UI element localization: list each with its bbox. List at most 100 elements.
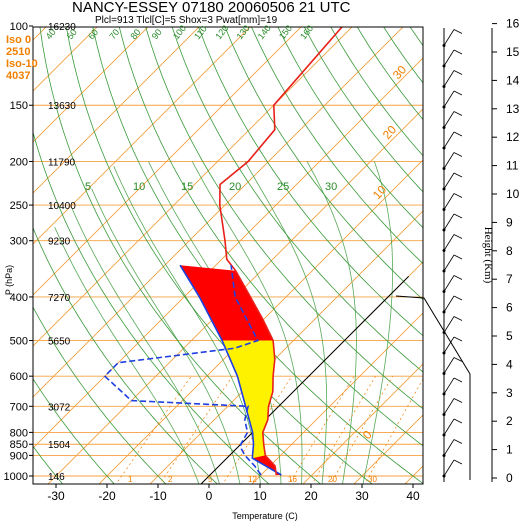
dry-adiabat [33,445,64,484]
iso0-value: 2510 [6,46,31,58]
wind-barb-flag [453,316,463,321]
height-tick-label: 12 [506,130,520,144]
wind-barb-staff [443,336,455,354]
height-tick-label: 3 [506,386,513,400]
height-tick-label: 10 [506,187,520,201]
wind-barb-staff [443,193,455,210]
plot-frame [32,26,424,485]
isotherm-line [33,27,302,296]
theta-label: 80 [128,27,142,41]
mixing-ratio-tick-label: 16 [288,475,297,484]
wind-barb-flag [453,336,463,342]
isotherm-line [47,108,423,484]
geopotential-height-label: 11790 [48,157,76,168]
height-tick-label: 1 [506,443,513,457]
moist-adiabat [54,227,200,484]
theta-label: 90 [150,27,164,41]
pressure-tick-label: 200 [10,156,28,168]
temperature-tick-label: -10 [149,489,167,503]
wind-barb-flag [453,254,463,260]
pressure-tick-label: 900 [10,450,28,462]
isotherm-line [98,159,423,484]
mixing-ratio-line [222,376,293,484]
temperature-tick-label: 20 [304,489,318,503]
wind-barb-flag [453,29,463,34]
wind-barb-flag [453,398,463,403]
wind-barb-staff [443,213,455,231]
chart-subtitle: Plcl=913 Tlcl[C]=5 Shox=3 Pwat[mm]=19 [95,15,278,26]
moist-adiabat [191,161,303,484]
height-tick-label: 14 [506,73,520,87]
pressure-tick-label: 800 [10,427,28,439]
iso10-label: Iso-10 [6,58,38,70]
isotherm-line [251,312,423,484]
wind-barb-staff [443,439,455,456]
height-tick-label: 8 [506,244,513,258]
wind-barb-staff [443,459,455,477]
pressure-tick-label: 400 [10,292,28,304]
mixing-ratio-label: 15 [181,181,193,193]
mixing-ratio-line [288,376,355,484]
wind-barb-staff [443,398,455,415]
hodograph-line [395,295,471,480]
temperature-tick-label: -20 [98,489,116,503]
dry-adiabat [33,378,115,484]
wind-barb-flag [453,131,463,137]
theta-label: 70 [107,27,121,41]
mixing-ratio-line [330,376,394,484]
wind-barb-staff [443,152,455,169]
mixing-ratio-line [311,376,376,484]
temperature-line [218,27,343,476]
wind-barb-flag [453,275,463,280]
zero-isotherm-line [200,275,410,484]
theta-label: 40 [44,27,58,41]
dry-adiabat [224,27,423,301]
wind-barb-staff [443,172,455,190]
geopotential-height-label: 1504 [48,440,71,451]
x-axis-label: Temperature (C) [232,511,298,521]
mixing-ratio-tick-label: 12 [248,475,257,484]
moist-adiabat [362,161,393,484]
wind-barb-staff [443,111,455,128]
geopotential-height-label: 3072 [48,402,71,413]
moist-adiabat [71,208,220,484]
wind-barb-flag [453,213,463,219]
dry-adiabat [118,27,423,447]
geopotential-height-label: 13630 [48,101,76,112]
mixing-ratio-line [159,376,233,484]
parcel-line [179,264,282,476]
wind-barb-flag [453,234,463,239]
temperature-tick-label: 10 [253,489,267,503]
dry-adiabat [145,27,423,410]
wind-barb-staff [443,234,455,251]
mixing-ratio-label: 5 [85,181,91,193]
mixing-ratio-tick-label: 1 [128,475,133,484]
wind-barb-staff [443,295,455,313]
mixing-ratio-label: 10 [133,181,145,193]
height-axis-label: Height (Km) [482,227,494,284]
wind-barb-flag [453,459,463,465]
mixing-ratio-tick-label: 20 [328,475,337,484]
geopotential-height-label: 5650 [48,337,71,348]
mixing-ratio-label: 30 [325,181,337,193]
temperature-tick-label: 40 [406,489,420,503]
geopotential-height-label: 16230 [48,22,76,33]
height-tick-label: 9 [506,215,513,229]
mixing-ratio-tick-label: 2 [168,475,173,484]
wind-barb-flag [453,152,463,157]
wind-barb-staff [443,131,455,149]
pressure-tick-label: 300 [10,236,28,248]
geopotential-height-label: 7270 [48,293,71,304]
height-tick-label: 4 [506,357,513,371]
wind-barb-flag [453,111,463,116]
height-tick-label: 6 [506,301,513,315]
isotherm-line [33,57,423,449]
wind-barb-flag [453,377,463,383]
isotherm-line [33,27,251,245]
dry-adiabat [409,27,423,47]
isotherm-line [33,27,149,143]
mixing-ratio-label: 25 [277,181,289,193]
height-tick-label: 2 [506,414,513,428]
height-tick-label: 13 [506,102,520,116]
wind-barb-flag [453,295,463,301]
